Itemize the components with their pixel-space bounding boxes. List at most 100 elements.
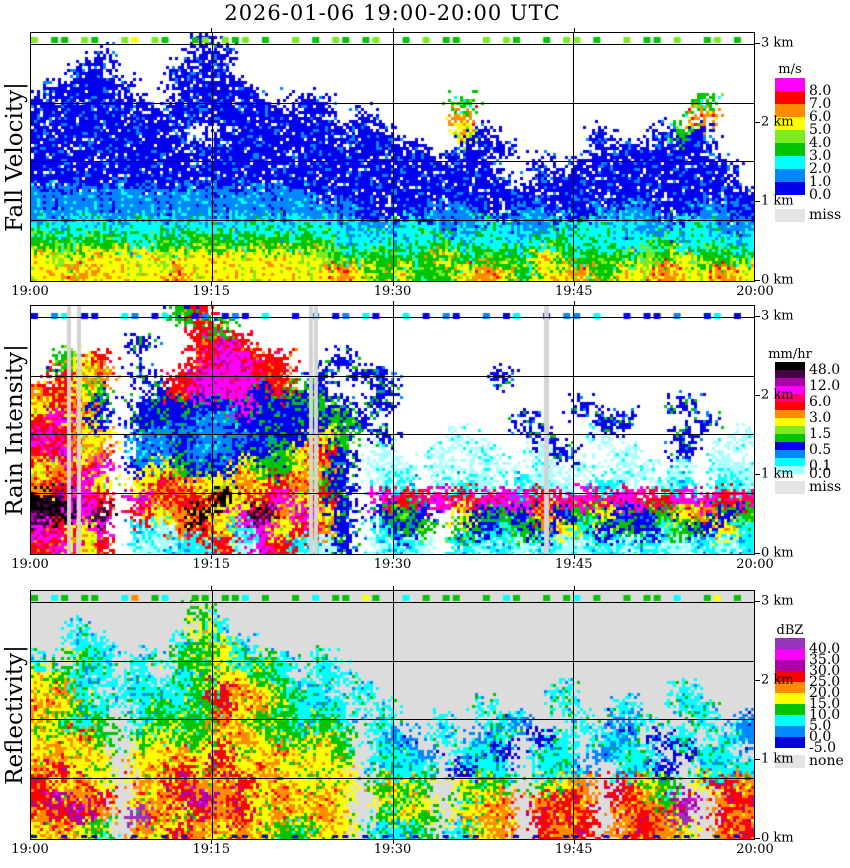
legend-color-swatch bbox=[775, 466, 805, 474]
reflectivity-axis-label: Reflectivity| bbox=[0, 590, 29, 840]
time-tick bbox=[211, 586, 212, 590]
legend-color-swatch bbox=[775, 91, 805, 104]
legend-color-swatch bbox=[775, 682, 805, 693]
legend-color-swatch bbox=[775, 78, 805, 91]
legend-color-swatch bbox=[775, 104, 805, 117]
legend-color-swatch bbox=[775, 693, 805, 704]
legend-color-swatch bbox=[775, 649, 805, 660]
time-tick-label: 19:15 bbox=[192, 557, 230, 572]
legend-color-swatch bbox=[775, 386, 805, 394]
legend-tick-label: 8.0 bbox=[809, 83, 832, 99]
legend-tick-label: 3.0 bbox=[809, 410, 832, 426]
height-tick bbox=[755, 680, 760, 681]
time-tick bbox=[211, 282, 212, 286]
legend-tick-label: 0.0 bbox=[809, 729, 832, 745]
fall-velocity-axis-label: Fall Velocity| bbox=[0, 32, 29, 282]
legend-unit-label: m/s bbox=[778, 62, 802, 77]
height-gridline bbox=[31, 661, 754, 662]
height-gridline bbox=[31, 44, 754, 45]
legend-color-swatch bbox=[775, 737, 805, 748]
time-tick bbox=[574, 840, 575, 844]
time-tick bbox=[393, 840, 394, 844]
height-gridline bbox=[31, 602, 754, 603]
time-tick-label: 19:00 bbox=[11, 284, 49, 299]
time-tick bbox=[211, 840, 212, 844]
height-tick-label: 1 km bbox=[761, 466, 794, 482]
legend-color-swatch bbox=[775, 450, 805, 458]
legend-color-swatch bbox=[775, 442, 805, 450]
legend-color-swatch bbox=[775, 370, 805, 378]
time-tick-label: 19:30 bbox=[373, 557, 412, 572]
time-tick bbox=[211, 555, 212, 559]
legend-tick-label: 3.0 bbox=[809, 148, 832, 164]
time-tick bbox=[393, 555, 394, 559]
legend-miss-swatch bbox=[775, 209, 805, 222]
legend-tick-label: -5.0 bbox=[809, 740, 836, 756]
time-tick-label: 20:00 bbox=[736, 557, 774, 572]
height-tick bbox=[755, 316, 760, 317]
time-gridline bbox=[212, 33, 213, 281]
time-tick-label: 19:00 bbox=[11, 842, 49, 857]
time-tick bbox=[574, 28, 575, 32]
height-tick-label: 1 km bbox=[761, 751, 794, 767]
height-tick bbox=[755, 838, 760, 839]
height-tick-label: 3 km bbox=[761, 308, 794, 324]
legend-tick-label: 0.5 bbox=[809, 442, 832, 458]
height-gridline bbox=[31, 220, 754, 221]
legend-tick-label: 0.0 bbox=[809, 187, 832, 203]
height-gridline bbox=[31, 493, 754, 494]
legend-miss-label: miss bbox=[809, 479, 842, 495]
legend-miss-label: miss bbox=[809, 207, 842, 223]
legend-tick-label: 5.0 bbox=[809, 122, 832, 138]
fall-velocity-grid-overlay bbox=[31, 33, 754, 281]
time-gridline bbox=[573, 591, 574, 839]
time-tick-label: 19:30 bbox=[373, 842, 412, 857]
height-tick bbox=[755, 122, 760, 123]
height-tick-label: 1 km bbox=[761, 193, 794, 209]
legend-color-swatch bbox=[775, 410, 805, 418]
height-gridline bbox=[31, 719, 754, 720]
time-tick-label: 19:45 bbox=[555, 842, 593, 857]
time-tick-label: 19:15 bbox=[192, 284, 230, 299]
legend-color-swatch bbox=[775, 156, 805, 169]
legend-tick-label: 7.0 bbox=[809, 96, 832, 112]
legend-tick-label: 6.0 bbox=[809, 109, 832, 125]
legend-tick-label: 20.0 bbox=[809, 685, 841, 701]
time-tick-label: 19:30 bbox=[373, 284, 412, 299]
legend-tick-label: 0.0 bbox=[809, 466, 832, 482]
page-title: 2026-01-06 19:00-20:00 UTC bbox=[224, 1, 561, 25]
height-tick bbox=[755, 759, 760, 760]
legend-miss-swatch bbox=[775, 481, 805, 494]
legend-color-swatch bbox=[775, 130, 805, 143]
legend-color-swatch bbox=[775, 434, 805, 442]
reflectivity-plot bbox=[30, 590, 755, 840]
time-gridline bbox=[393, 591, 394, 839]
time-tick bbox=[393, 301, 394, 305]
legend-color-swatch bbox=[775, 671, 805, 682]
fall-velocity-axis-label-text: Fall Velocity| bbox=[1, 82, 28, 232]
height-tick bbox=[755, 43, 760, 44]
time-tick bbox=[211, 301, 212, 305]
height-gridline bbox=[31, 376, 754, 377]
time-gridline bbox=[212, 306, 213, 554]
height-gridline bbox=[31, 103, 754, 104]
height-tick-label: 3 km bbox=[761, 593, 794, 609]
legend-tick-label: 15.0 bbox=[809, 696, 841, 712]
reflectivity-heatmap-canvas bbox=[31, 591, 754, 839]
legend-color-swatch bbox=[775, 726, 805, 737]
height-tick bbox=[755, 553, 760, 554]
height-gridline bbox=[31, 317, 754, 318]
legend-tick-label: 25.0 bbox=[809, 674, 841, 690]
time-tick-label: 20:00 bbox=[736, 842, 774, 857]
legend-tick-label: 5.0 bbox=[809, 718, 832, 734]
legend-color-swatch bbox=[775, 638, 805, 649]
fall-velocity-heatmap-canvas bbox=[31, 33, 754, 281]
legend-color-swatch bbox=[775, 426, 805, 434]
legend-color-swatch bbox=[775, 143, 805, 156]
legend-miss-swatch bbox=[775, 755, 805, 768]
time-tick bbox=[393, 282, 394, 286]
legend-color-swatch bbox=[775, 715, 805, 726]
height-tick bbox=[755, 601, 760, 602]
time-tick-label: 19:15 bbox=[192, 842, 230, 857]
height-tick-label: 0 km bbox=[761, 545, 794, 560]
